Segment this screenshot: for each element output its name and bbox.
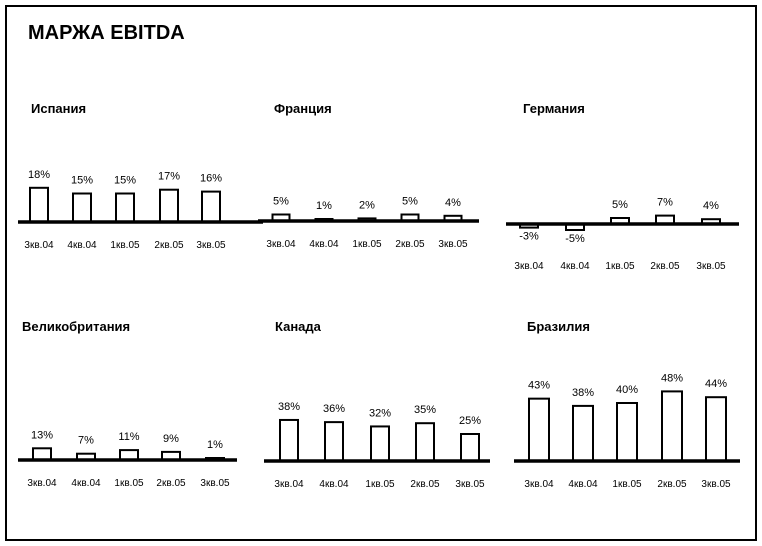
- chart-3-tick-label-4: 2кв.05: [650, 261, 680, 272]
- chart-2-tick-label-4: 2кв.05: [395, 239, 425, 250]
- chart-6-data-label-2: 38%: [572, 387, 594, 399]
- chart-4-data-label-3: 11%: [118, 431, 139, 443]
- chart-4-tick-label-5: 3кв.05: [200, 478, 230, 489]
- chart-5-data-label-3: 32%: [369, 407, 391, 419]
- chart-1-data-label-5: 16%: [200, 173, 222, 185]
- chart-2-tick-label-5: 3кв.05: [438, 239, 468, 250]
- chart-1-data-label-2: 15%: [71, 175, 93, 187]
- chart-1-tick-label-2: 4кв.04: [67, 240, 97, 251]
- chart-6-data-label-3: 40%: [616, 384, 638, 396]
- chart-2-data-label-4: 5%: [402, 196, 418, 208]
- chart-3-data-label-3: 5%: [612, 199, 628, 211]
- chart-6-bar-2: [572, 404, 594, 462]
- chart-2-data-label-5: 4%: [445, 197, 461, 209]
- chart-6-title: Бразилия: [527, 319, 590, 334]
- chart-5-bar-5: [460, 433, 480, 462]
- chart-5-data-label-2: 36%: [323, 403, 345, 415]
- chart-4-tick-label-1: 3кв.04: [27, 478, 57, 489]
- chart-3-tick-label-1: 3кв.04: [514, 261, 544, 272]
- chart-4-data-label-2: 7%: [78, 435, 94, 447]
- page-title: МАРЖА EBITDA: [28, 22, 185, 44]
- chart-5-tick-label-4: 2кв.05: [410, 479, 440, 490]
- chart-2-title: Франция: [274, 101, 332, 116]
- chart-5-bar-2: [324, 421, 344, 462]
- chart-6-bar-4: [661, 390, 683, 462]
- chart-6-tick-label-3: 1кв.05: [612, 479, 642, 490]
- chart-4-data-label-4: 9%: [163, 433, 179, 445]
- chart-5-bar-1: [279, 418, 299, 462]
- chart-4-tick-label-2: 4кв.04: [71, 478, 101, 489]
- chart-5-tick-label-3: 1кв.05: [365, 479, 395, 490]
- chart-3-tick-label-3: 1кв.05: [605, 261, 635, 272]
- chart-2-data-label-2: 1%: [316, 200, 332, 212]
- chart-1-bar-1: [29, 186, 49, 224]
- chart-4-tick-label-4: 2кв.05: [156, 478, 186, 489]
- chart-1-tick-label-5: 3кв.05: [196, 240, 226, 251]
- chart-5-data-label-4: 35%: [414, 404, 436, 416]
- chart-6-data-label-1: 43%: [528, 380, 550, 392]
- chart-5-tick-label-1: 3кв.04: [274, 479, 304, 490]
- chart-1-bar-3: [115, 192, 135, 223]
- chart-6-tick-label-4: 2кв.05: [657, 479, 687, 490]
- chart-4-bar-1: [32, 447, 52, 461]
- chart-6-data-label-5: 44%: [705, 378, 727, 390]
- chart-2-tick-label-2: 4кв.04: [309, 239, 339, 250]
- chart-frame: [5, 5, 757, 541]
- chart-5-tick-label-5: 3кв.05: [455, 479, 485, 490]
- chart-1-title: Испания: [31, 101, 86, 116]
- chart-4-data-label-1: 13%: [31, 429, 53, 441]
- chart-6-data-label-4: 48%: [661, 372, 683, 384]
- chart-5-data-label-1: 38%: [278, 401, 300, 413]
- chart-5-bar-3: [370, 425, 390, 463]
- chart-5-title: Канада: [275, 319, 322, 334]
- chart-3-data-label-4: 7%: [657, 197, 673, 209]
- chart-5-data-label-5: 25%: [459, 415, 481, 427]
- chart-3-data-label-2: -5%: [565, 233, 585, 245]
- chart-3-data-label-5: 4%: [703, 200, 719, 212]
- chart-1-tick-label-1: 3кв.04: [24, 240, 54, 251]
- chart-2-data-label-1: 5%: [273, 196, 289, 208]
- chart-6-tick-label-2: 4кв.04: [568, 479, 598, 490]
- chart-1-tick-label-4: 2кв.05: [154, 240, 184, 251]
- chart-1-data-label-3: 15%: [114, 175, 136, 187]
- chart-6-tick-label-5: 3кв.05: [701, 479, 731, 490]
- chart-1-tick-label-3: 1кв.05: [110, 240, 140, 251]
- chart-2-data-label-3: 2%: [359, 199, 375, 211]
- chart-3-tick-label-2: 4кв.04: [560, 261, 590, 272]
- chart-2-tick-label-3: 1кв.05: [352, 239, 382, 250]
- chart-5-tick-label-2: 4кв.04: [319, 479, 349, 490]
- chart-3-data-label-1: -3%: [519, 231, 539, 243]
- chart-4-title: Великобритания: [22, 319, 130, 334]
- chart-5-bar-4: [415, 422, 435, 463]
- chart-3-title: Германия: [523, 101, 585, 116]
- chart-2-tick-label-1: 3кв.04: [266, 239, 296, 250]
- chart-1-data-label-1: 18%: [28, 169, 50, 181]
- chart-4-tick-label-3: 1кв.05: [114, 478, 144, 489]
- chart-6-tick-label-1: 3кв.04: [524, 479, 554, 490]
- chart-1-bar-4: [159, 188, 179, 223]
- chart-6-bar-1: [528, 397, 550, 462]
- chart-6-bar-5: [705, 396, 727, 463]
- chart-4-data-label-5: 1%: [207, 439, 223, 451]
- chart-1-data-label-4: 17%: [158, 171, 180, 183]
- chart-6-bar-3: [616, 402, 638, 462]
- chart-3-tick-label-5: 3кв.05: [696, 261, 726, 272]
- chart-1-bar-5: [201, 190, 221, 224]
- chart-1-bar-2: [72, 192, 92, 223]
